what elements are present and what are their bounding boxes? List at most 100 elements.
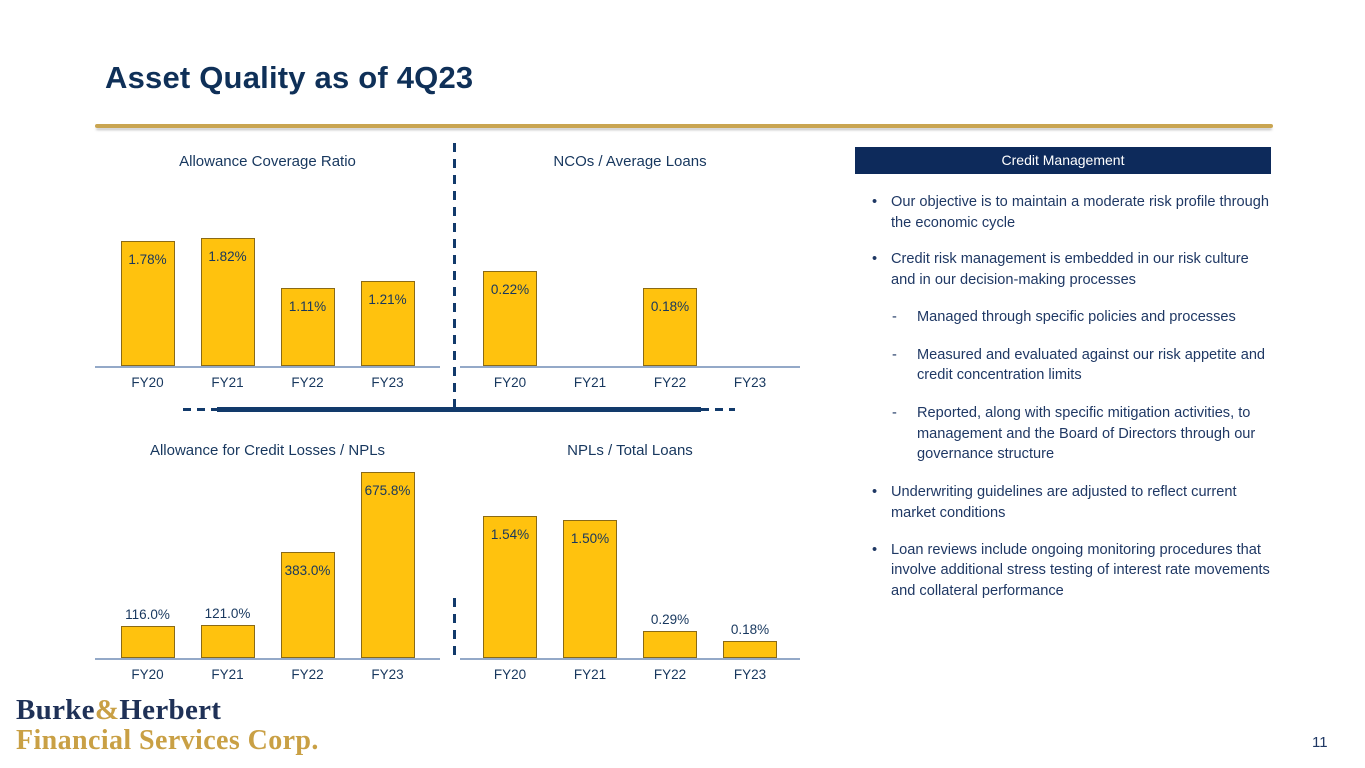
chart-allowance-coverage-ratio: Allowance Coverage Ratio 1.78% 1.82% 1.11%… [95, 152, 440, 390]
bar-value-label: 116.0% [125, 607, 170, 622]
bar-value-label: 0.22% [490, 282, 530, 297]
bar [200, 625, 255, 658]
category-label: FY23 [733, 375, 767, 390]
logo-line2: Financial Services Corp. [16, 725, 319, 756]
bullet-text: Underwriting guidelines are adjusted to … [891, 484, 1237, 521]
category-label: FY22 [291, 667, 324, 682]
bar [120, 241, 175, 366]
bar-value-label: 121.0% [204, 606, 251, 621]
chart-category-axis: FY20 FY21 FY22 FY23 [460, 667, 800, 682]
bar-value-label: 0.29% [650, 612, 690, 627]
category-label: FY23 [371, 667, 404, 682]
bar-slot-fy21 [563, 176, 617, 366]
bullet-text: Loan reviews include ongoing monitoring … [891, 541, 1270, 600]
divider-dash-right [701, 408, 735, 411]
page-number: 11 [1312, 734, 1328, 751]
bar [280, 288, 335, 366]
bar-slot-fy23 [723, 176, 777, 366]
logo-line1: Burke&Herbert [16, 696, 319, 725]
bullet-marker: - [892, 346, 897, 363]
chart-category-axis: FY20 FY21 FY22 FY23 [460, 375, 800, 390]
category-label: FY20 [131, 667, 164, 682]
bullet-text: Managed through specific policies and pr… [917, 308, 1236, 325]
bar-slot-fy20: 1.78% [120, 176, 175, 366]
category-label: FY21 [573, 375, 607, 390]
category-label: FY20 [493, 667, 527, 682]
bar-slot-fy20: 1.54% [483, 465, 537, 658]
bullet-text: Measured and evaluated against our risk … [917, 346, 1266, 384]
bar-slot-fy22: 0.18% [643, 176, 697, 366]
bullet-item: • Credit risk management is embedded in o… [855, 249, 1271, 290]
bar-slot-fy20: 116.0% [120, 465, 175, 658]
bar [360, 472, 415, 658]
credit-management-header: Credit Management [855, 147, 1271, 174]
bar [643, 631, 697, 658]
sub-bullet-item: - Measured and evaluated against our risk… [855, 345, 1271, 386]
chart-plot-area: 116.0% 121.0% 383.0% 675.8% [95, 465, 440, 660]
category-label: FY20 [131, 375, 164, 390]
bar-slot-fy23: 675.8% [360, 465, 415, 658]
logo-burke: Burke [16, 694, 95, 726]
bar-slot-fy23: 1.21% [360, 176, 415, 366]
company-logo: Burke&Herbert Financial Services Corp. [16, 696, 319, 755]
bullet-text: Credit risk management is embedded in ou… [891, 251, 1249, 289]
bar [643, 288, 697, 366]
logo-herbert: Herbert [119, 694, 222, 726]
bar-value-label: 1.78% [128, 252, 167, 267]
bar-slot-fy23: 0.18% [723, 465, 777, 658]
category-label: FY23 [371, 375, 404, 390]
bar-value-label: 1.50% [570, 531, 610, 546]
bar-slot-fy21: 1.82% [200, 176, 255, 366]
bar [120, 626, 175, 658]
divider-dash-left [183, 408, 217, 411]
bar-slot-fy22: 383.0% [280, 465, 335, 658]
bar [360, 281, 415, 366]
slide-title: Asset Quality as of 4Q23 [105, 60, 474, 95]
logo-ampersand: & [94, 694, 120, 726]
category-label: FY22 [653, 375, 687, 390]
chart-title: NPLs / Total Loans [567, 442, 693, 459]
bar-value-label: 1.54% [490, 527, 530, 542]
sub-bullet-item: - Managed through specific policies and p… [855, 307, 1271, 328]
vertical-dashed-divider-bottom [453, 598, 456, 662]
chart-title: Allowance for Credit Losses / NPLs [149, 442, 386, 459]
bar-slot-fy22: 0.29% [643, 465, 697, 658]
bar-value-label: 0.18% [730, 622, 770, 637]
bar [723, 641, 777, 658]
bar-slot-fy22: 1.11% [280, 176, 335, 366]
chart-title: NCOs / Average Loans [553, 153, 707, 170]
bullet-marker: • [872, 541, 878, 558]
chart-category-axis: FY20 FY21 FY22 FY23 [95, 667, 440, 682]
category-label: FY21 [211, 667, 244, 682]
bullet-marker: - [892, 405, 897, 422]
category-label: FY22 [291, 375, 324, 390]
bar-value-label: 1.11% [288, 299, 327, 314]
bar-value-label: 675.8% [364, 483, 411, 498]
chart-plot-area: 0.22% 0.18% [460, 176, 800, 368]
category-label: FY21 [211, 375, 244, 390]
bullet-text: Reported, along with specific mitigation… [917, 405, 1256, 463]
chart-plot-area: 1.78% 1.82% 1.11% 1.21% [95, 176, 440, 368]
bullet-marker: • [872, 484, 878, 501]
sub-bullet-item: - Reported, along with specific mitigatio… [855, 403, 1271, 465]
chart-category-axis: FY20 FY21 FY22 FY23 [95, 375, 440, 390]
chart-allowance-credit-losses-npls: Allowance for Credit Losses / NPLs 116.0… [95, 441, 440, 682]
vertical-dashed-divider-top [453, 143, 456, 409]
bullet-marker: • [872, 194, 878, 210]
bar [280, 552, 335, 658]
bar [200, 238, 255, 366]
chart-npls-total-loans: NPLs / Total Loans 1.54% 1.50% 0.29% 0.18% … [460, 441, 800, 682]
divider-solid-middle [217, 407, 701, 412]
title-underline-rule [95, 124, 1273, 128]
bar [563, 520, 617, 658]
bullet-item: • Underwriting guidelines are adjusted to… [855, 482, 1271, 523]
bullet-text: Our objective is to maintain a moderate … [891, 194, 1269, 231]
bullet-item: • Loan reviews include ongoing monitoring… [855, 540, 1271, 602]
bar-value-label: 1.21% [368, 292, 407, 307]
chart-plot-area: 1.54% 1.50% 0.29% 0.18% [460, 465, 800, 660]
bullet-item: • Our objective is to maintain a moderate… [855, 192, 1271, 233]
bar [483, 516, 537, 658]
credit-management-bullet-list: • Our objective is to maintain a moderate… [855, 192, 1271, 602]
horizontal-divider [183, 407, 735, 412]
